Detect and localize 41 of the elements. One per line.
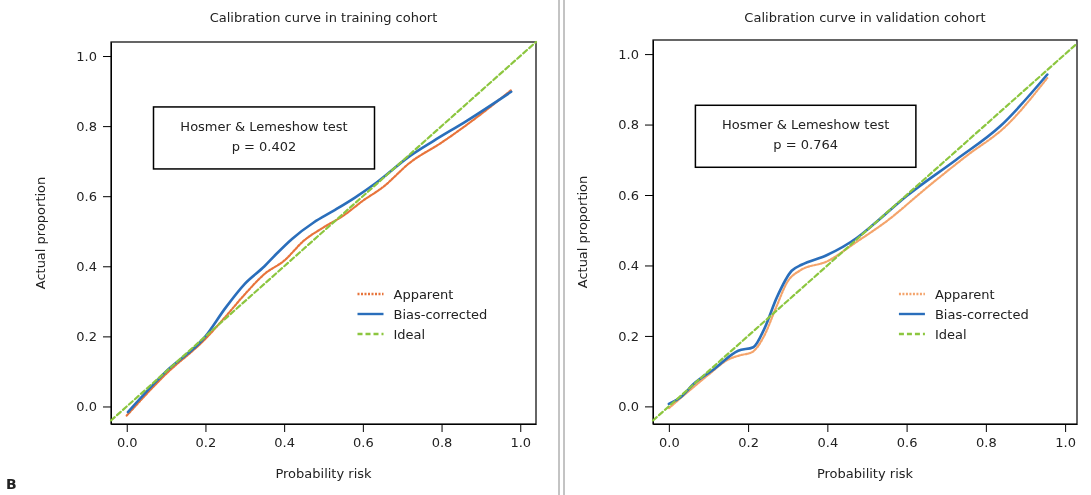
x-axis-title: Probability risk bbox=[275, 466, 373, 481]
y-tick-label: 0.8 bbox=[618, 117, 639, 133]
y-tick-label: 1.0 bbox=[618, 46, 639, 62]
y-tick-label: 0.2 bbox=[76, 329, 97, 345]
x-tick-label: 0.8 bbox=[976, 435, 997, 451]
y-tick-label: 0.8 bbox=[76, 118, 97, 134]
y-tick-label: 0.0 bbox=[76, 399, 97, 415]
x-axis-title: Probability risk bbox=[816, 466, 914, 481]
legend-label: Bias-corrected bbox=[934, 307, 1029, 322]
x-tick-label: 0.6 bbox=[353, 435, 374, 451]
x-tick-label: 1.0 bbox=[510, 435, 532, 451]
y-tick-label: 0.2 bbox=[618, 328, 639, 344]
annotation: p = 0.764 bbox=[773, 137, 838, 153]
x-tick-label: 1.0 bbox=[1055, 435, 1076, 451]
y-axis-title: Actual proportion bbox=[33, 176, 48, 290]
y-tick-label: 0.6 bbox=[76, 188, 97, 204]
x-tick-label: 0.0 bbox=[659, 435, 680, 451]
x-tick-label: 0.8 bbox=[431, 435, 453, 451]
annotation: Hosmer & Lemeshow test bbox=[180, 118, 348, 134]
chart-title: Calibration curve in validation cohort bbox=[744, 10, 986, 25]
x-tick-label: 0.6 bbox=[896, 435, 918, 451]
legend-label: Bias-corrected bbox=[393, 307, 488, 322]
x-tick-label: 0.0 bbox=[116, 435, 138, 451]
x-tick-label: 0.2 bbox=[195, 435, 217, 451]
annotation: p = 0.402 bbox=[231, 138, 297, 154]
legend-label: Ideal bbox=[934, 327, 967, 342]
legend-label: Apparent bbox=[393, 287, 454, 302]
text: B bbox=[6, 476, 17, 492]
y-tick-label: 1.0 bbox=[76, 48, 97, 64]
x-tick-label: 0.4 bbox=[274, 435, 295, 451]
chart-title: Calibration curve in training cohort bbox=[209, 10, 438, 25]
y-tick-label: 0.6 bbox=[618, 187, 639, 203]
legend-label: Apparent bbox=[934, 287, 995, 302]
legend-label: Ideal bbox=[393, 327, 426, 342]
y-axis-title: Actual proportion bbox=[575, 175, 590, 289]
y-tick-label: 0.4 bbox=[618, 258, 639, 274]
x-tick-label: 0.2 bbox=[738, 435, 759, 451]
y-tick-label: 0.4 bbox=[76, 258, 97, 274]
annotation: Hosmer & Lemeshow test bbox=[722, 117, 890, 133]
y-tick-label: 0.0 bbox=[618, 399, 639, 415]
x-tick-label: 0.4 bbox=[817, 435, 839, 451]
